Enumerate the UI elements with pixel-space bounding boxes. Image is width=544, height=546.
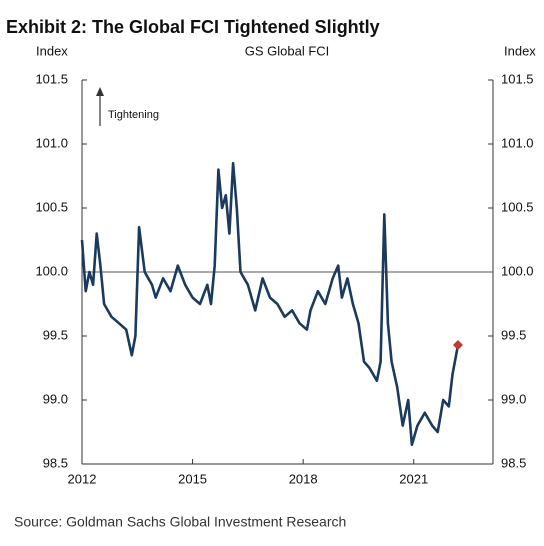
y-tick-label: 101.5 (35, 71, 68, 86)
y2-tick-label: 100.0 (501, 263, 534, 278)
y-axis-label: Index (36, 43, 68, 58)
last-point-marker (452, 339, 463, 350)
y-tick-label: 100.0 (35, 263, 68, 278)
y-tick-label: 100.5 (35, 199, 68, 214)
y2-tick-label: 101.0 (501, 135, 534, 150)
x-tick-label: 2018 (289, 471, 318, 486)
y2-tick-label: 98.5 (501, 455, 526, 470)
annotation-arrowhead (96, 87, 104, 96)
y-tick-label: 99.0 (43, 391, 68, 406)
annotation: Tightening (108, 109, 159, 121)
y2-tick-label: 99.0 (501, 391, 526, 406)
line-series (80, 161, 460, 447)
source: Source: Goldman Sachs Global Investment … (14, 514, 346, 530)
x-tick-label: 2012 (68, 471, 97, 486)
x-tick-label: 2021 (399, 471, 428, 486)
y2-tick-label: 99.5 (501, 327, 526, 342)
y2-tick-label: 101.5 (501, 71, 534, 86)
y2-tick-label: 100.5 (501, 199, 534, 214)
x-tick-label: 2015 (178, 471, 207, 486)
y-tick-label: 99.5 (43, 327, 68, 342)
y-tick-label: 101.0 (35, 135, 68, 150)
y-tick-label: 98.5 (43, 455, 68, 470)
y2-axis-label: Index (504, 43, 536, 58)
chart-title: Exhibit 2: The Global FCI Tightened Slig… (6, 17, 380, 37)
chart-subtitle: GS Global FCI (245, 43, 330, 58)
